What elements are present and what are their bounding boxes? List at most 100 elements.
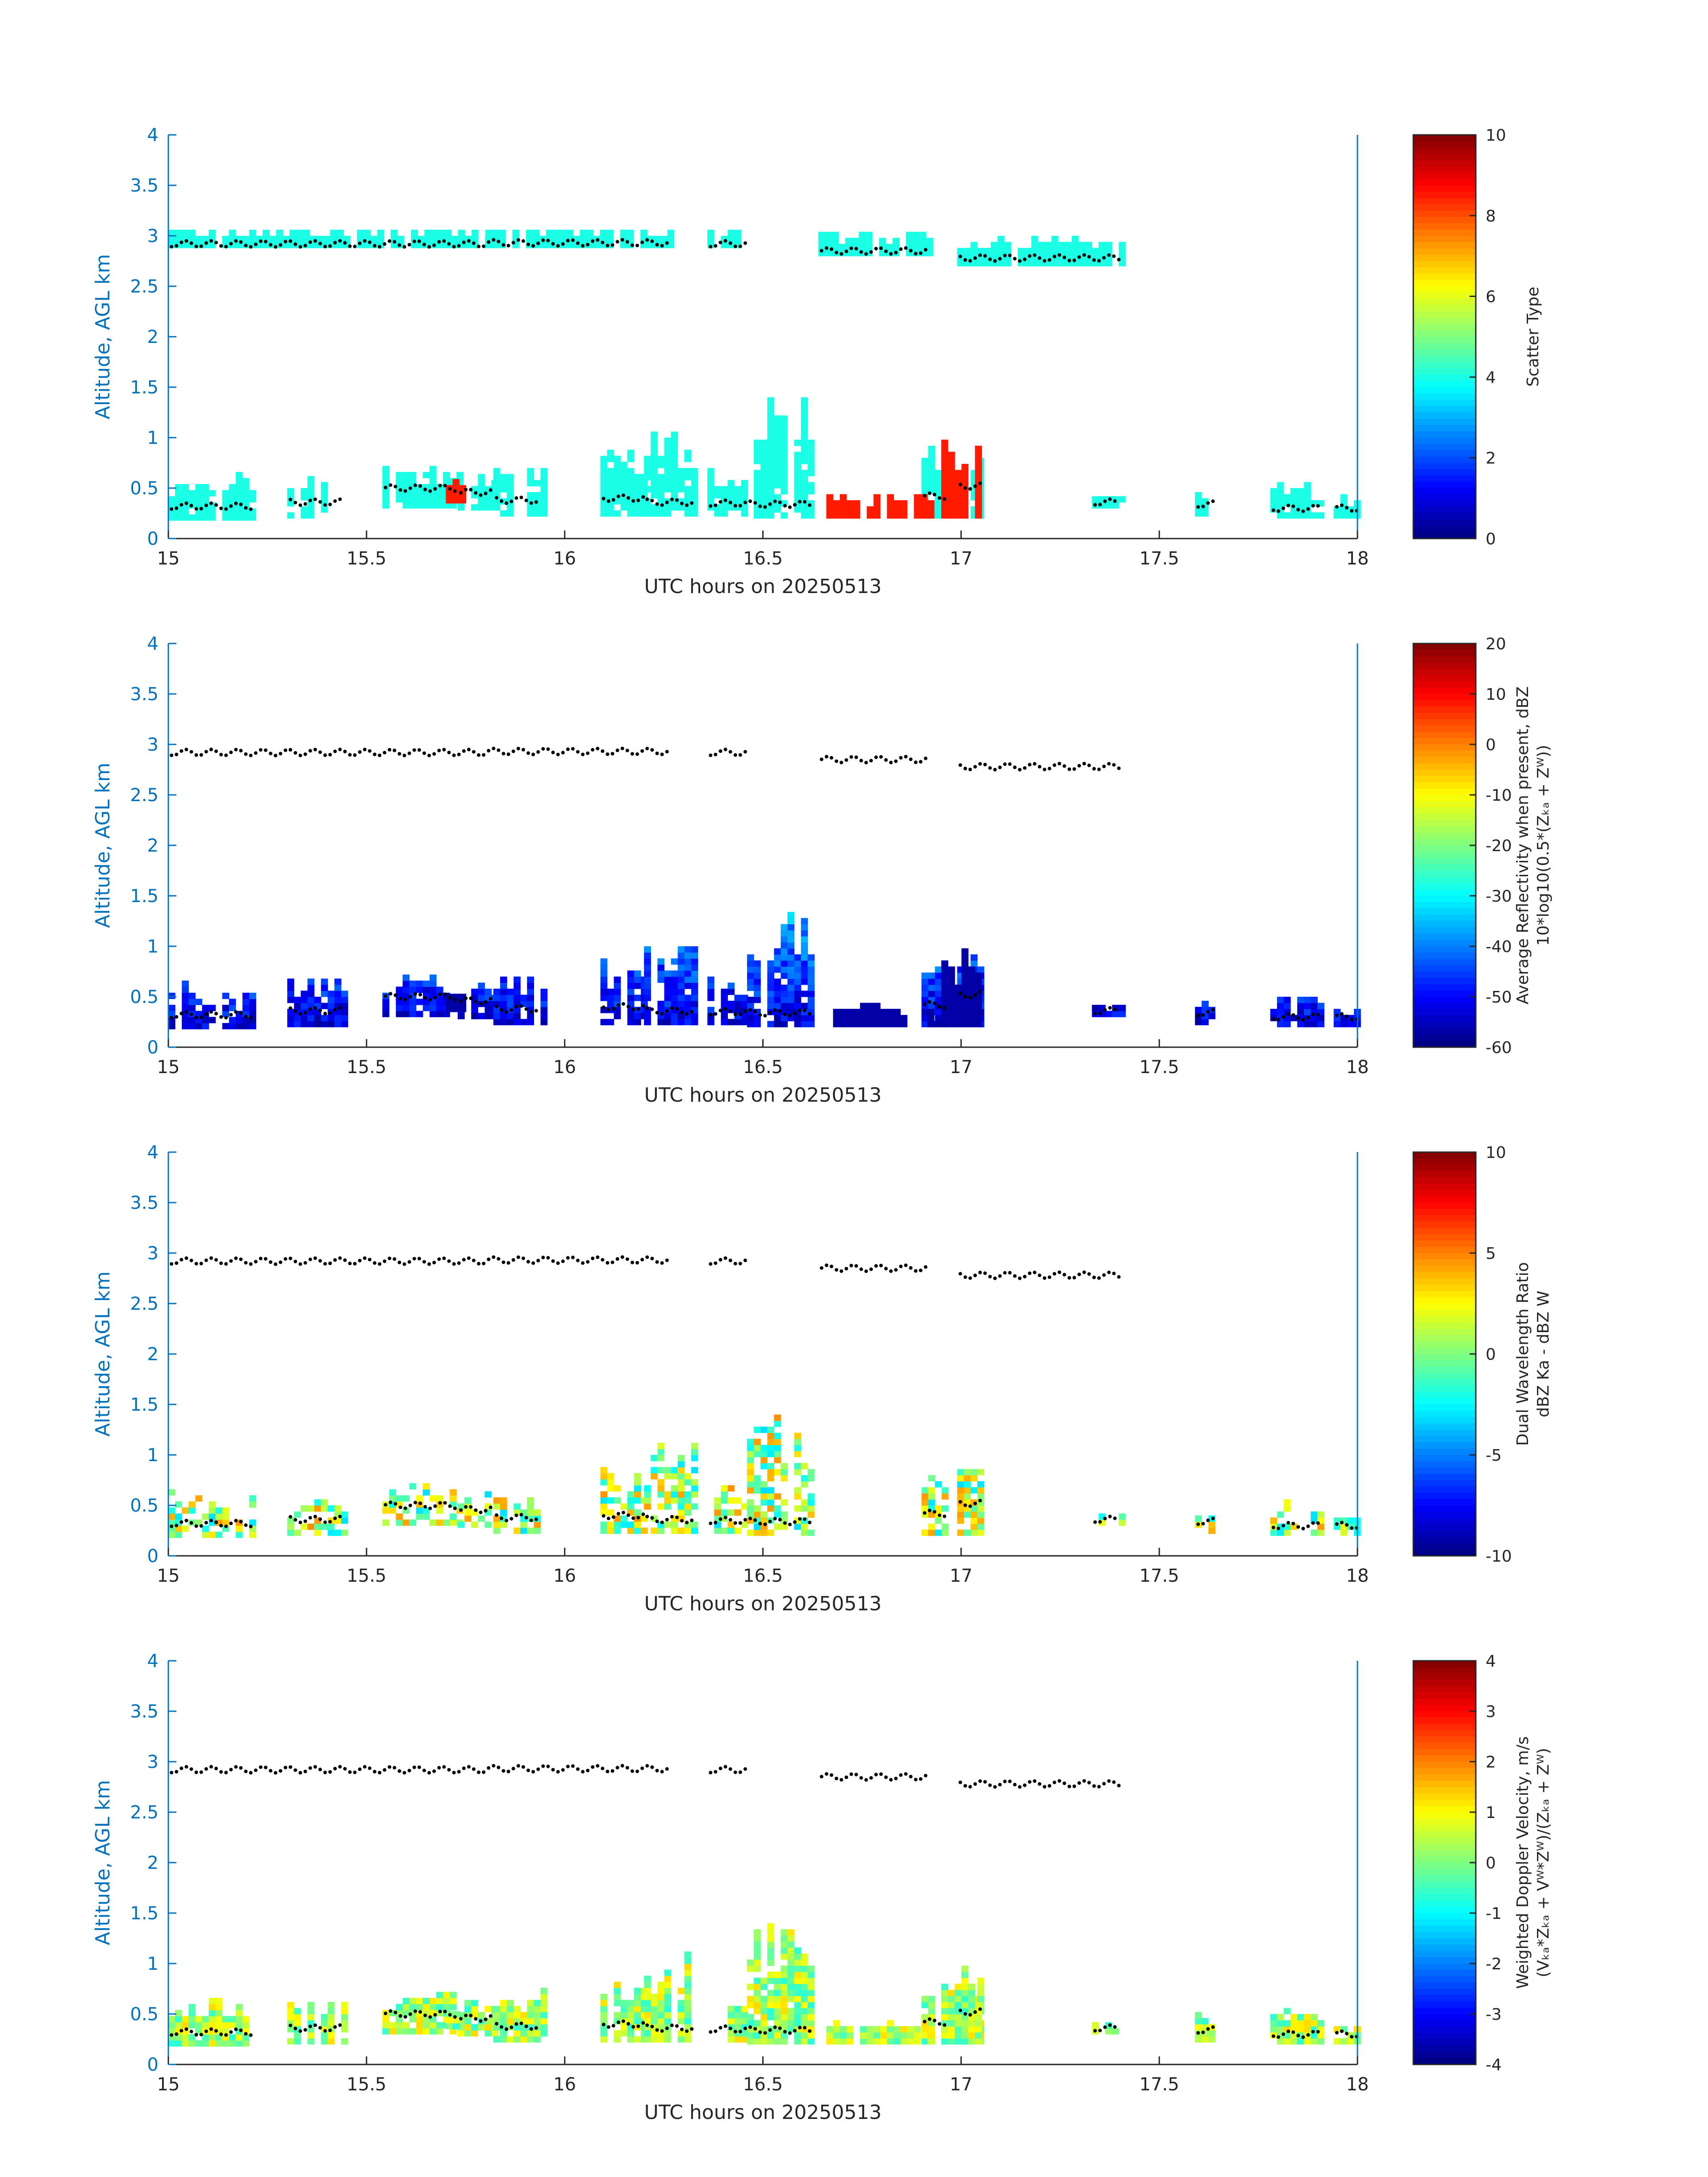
heatmap-cell	[948, 476, 955, 483]
cloud-base-marker	[733, 753, 737, 757]
heatmap-cell	[707, 976, 714, 983]
heatmap-cell	[941, 500, 948, 507]
cloud-base-marker	[626, 496, 631, 500]
cloud-base-marker	[323, 1771, 327, 1775]
heatmap-cell	[307, 512, 315, 519]
heatmap-cell	[906, 238, 913, 244]
heatmap-cell	[471, 1013, 478, 1020]
heatmap-cell	[734, 498, 742, 505]
heatmap-cell	[301, 1015, 308, 1021]
heatmap-cell	[894, 1009, 901, 1015]
cloud-base-marker	[636, 2024, 640, 2028]
cloud-base-marker	[748, 499, 752, 503]
heatmap-cell	[734, 2018, 742, 2025]
cloud-base-marker	[343, 1258, 347, 1262]
colorbar-swatch	[1413, 990, 1476, 997]
heatmap-cell	[794, 954, 802, 961]
heatmap-cell	[767, 476, 774, 483]
heatmap-cell	[1119, 1513, 1126, 1520]
heatmap-cell	[801, 482, 808, 489]
cloud-base-marker	[448, 995, 452, 999]
heatmap-cell	[402, 502, 410, 509]
cloud-base-marker	[938, 496, 941, 500]
heatmap-cell	[760, 446, 768, 452]
colorbar-swatch	[1413, 1015, 1476, 1023]
heatmap-cell	[961, 464, 969, 470]
heatmap-cell	[801, 458, 808, 464]
colorbar-swatch	[1413, 1417, 1476, 1424]
heatmap-cell	[767, 1475, 774, 1482]
heatmap-cell	[307, 984, 315, 991]
heatmap-cell	[774, 1505, 781, 1512]
heatmap-cell	[677, 1013, 685, 1020]
cloud-base-marker	[358, 750, 362, 754]
heatmap-cell	[928, 2002, 935, 2009]
cloud-base-marker	[413, 2009, 417, 2013]
cloud-base-marker	[447, 242, 451, 246]
heatmap-cell	[1347, 1021, 1354, 1028]
heatmap-cell	[968, 1009, 975, 1015]
heatmap-cell	[229, 2016, 236, 2022]
heatmap-cell	[774, 2020, 781, 2027]
heatmap-cell	[644, 2012, 651, 2018]
heatmap-cell	[188, 496, 196, 503]
heatmap-cell	[402, 1005, 410, 1011]
x-tick-label: 15.5	[347, 2074, 386, 2095]
cloud-base-marker	[586, 1768, 590, 1772]
cloud-base-marker	[484, 1509, 488, 1513]
heatmap-cell	[229, 1023, 236, 1029]
cloud-base-marker	[1335, 2031, 1339, 2035]
heatmap-cell	[287, 997, 294, 1003]
heatmap-cell	[941, 470, 948, 476]
heatmap-cell	[787, 1977, 795, 1984]
x-axis-label: UTC hours on 20250513	[644, 2101, 882, 2124]
heatmap-cell	[430, 502, 437, 509]
y-tick-label: 0	[147, 1037, 159, 1058]
cloud-base-marker	[487, 1766, 491, 1770]
colorbar-swatch	[1413, 776, 1476, 783]
cloud-base-marker	[180, 749, 184, 753]
heatmap-cell	[852, 238, 859, 244]
heatmap-cell	[436, 986, 443, 993]
cloud-base-marker	[492, 238, 496, 242]
cloud-base-marker	[983, 254, 987, 258]
heatmap-cell	[182, 496, 189, 503]
heatmap-cell	[600, 958, 608, 965]
cloud-base-marker	[1340, 503, 1344, 507]
heatmap-cell	[885, 244, 893, 251]
heatmap-cell	[651, 1467, 658, 1474]
cloud-base-marker	[529, 1518, 533, 1522]
heatmap-cell	[600, 1491, 608, 1498]
heatmap-cell	[747, 1965, 754, 1972]
heatmap-cell	[691, 994, 698, 1001]
heatmap-cell	[727, 1527, 735, 1534]
cloud-base-marker	[1077, 1781, 1081, 1785]
heatmap-cell	[774, 1433, 781, 1439]
cloud-base-marker	[854, 247, 858, 251]
cloud-base-marker	[427, 245, 431, 249]
heatmap-cell	[767, 1935, 774, 1942]
heatmap-cell	[734, 486, 742, 493]
heatmap-cell	[741, 2018, 748, 2025]
heatmap-cell	[975, 2020, 982, 2027]
heatmap-cell	[754, 966, 761, 973]
cloud-base-marker	[1067, 767, 1071, 771]
colorbar-swatch	[1413, 1385, 1476, 1392]
heatmap-cell	[600, 504, 608, 511]
cloud-base-marker	[438, 484, 442, 488]
cloud-base-marker	[184, 1519, 188, 1522]
heatmap-cell	[801, 1021, 808, 1028]
cloud-base-marker	[546, 747, 550, 751]
heatmap-cell	[485, 236, 493, 242]
heatmap-cell	[1283, 2008, 1291, 2014]
cloud-base-marker	[670, 1006, 674, 1010]
heatmap-cell	[402, 980, 410, 987]
cloud-base-marker	[1196, 1522, 1200, 1526]
cloud-base-marker	[209, 501, 213, 505]
heatmap-cell	[721, 1509, 728, 1516]
cloud-base-marker	[418, 993, 422, 997]
heatmap-cell	[948, 2008, 955, 2014]
heatmap-cell	[684, 1503, 692, 1510]
heatmap-cell	[334, 1015, 342, 1021]
cloud-base-marker	[1043, 259, 1047, 263]
